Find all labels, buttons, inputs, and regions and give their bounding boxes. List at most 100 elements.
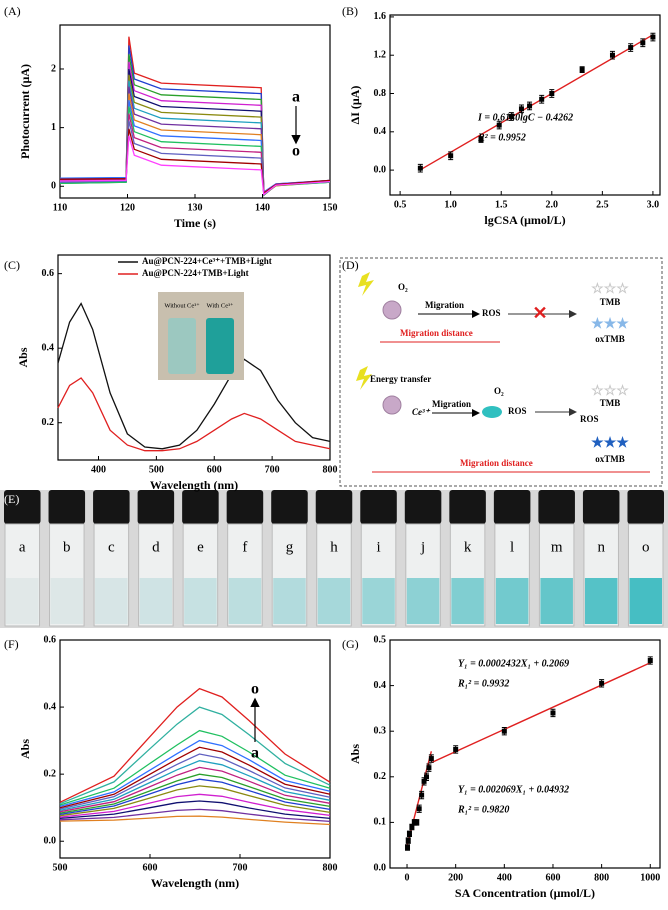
photo-e: abcdefghijklmno: [0, 490, 668, 628]
line-series: [60, 767, 330, 811]
line-series: [60, 62, 330, 192]
point: [527, 103, 532, 108]
panel-label: (E): [4, 492, 19, 506]
inset-label: Without Ce³⁺: [164, 302, 200, 309]
x-tick-label: 400: [91, 464, 106, 475]
inset-label: With Ce³⁺: [207, 302, 235, 309]
annotation: R₁² = 0.9932: [457, 678, 509, 689]
annotation: o: [251, 681, 259, 698]
point: [502, 729, 507, 734]
point: [628, 45, 633, 50]
x-tick-label: 700: [265, 464, 280, 475]
y-tick-label: 0.4: [374, 680, 387, 691]
page: {"chart_data": [ {"type": "line", "panel…: [0, 0, 668, 910]
point: [550, 710, 555, 715]
y-tick-label: 0.6: [44, 634, 57, 645]
x-tick-label: 2.5: [596, 199, 609, 210]
y-axis-label: Abs: [16, 347, 30, 367]
annotation: a: [251, 745, 259, 762]
vial-liquid: [407, 578, 440, 624]
vial-label: k: [464, 539, 472, 555]
star-icon: ☆☆☆: [591, 383, 629, 399]
blocked-mark: ✕: [532, 303, 547, 323]
vial-label: o: [642, 539, 650, 555]
x-tick-label: 600: [545, 872, 560, 883]
vial-liquid: [184, 578, 217, 624]
particle: [482, 406, 502, 418]
x-tick-label: 120: [120, 202, 135, 213]
point: [414, 820, 419, 825]
legend-label: Au@PCN-224+Ce³⁺+TMB+Light: [142, 256, 272, 266]
y-tick-label: 0.0: [374, 862, 387, 873]
point: [497, 123, 502, 128]
point: [405, 845, 410, 850]
y-tick-label: 0.4: [44, 701, 57, 712]
diagram-text: O₂: [398, 282, 408, 292]
point: [599, 681, 604, 686]
point: [426, 765, 431, 770]
vial-label: a: [19, 539, 26, 555]
vial-cap: [538, 490, 575, 524]
x-tick-label: 700: [233, 862, 248, 873]
diagram-text: Migration distance: [460, 458, 533, 468]
x-tick-label: 600: [143, 862, 158, 873]
vial-liquid: [629, 578, 662, 624]
y-tick-label: 0.0: [44, 836, 57, 847]
vial-cap: [627, 490, 664, 524]
plot-frame: [60, 25, 330, 198]
x-tick-label: 800: [594, 872, 609, 883]
y-axis-label: ΔI (μA): [348, 86, 362, 125]
vial-liquid: [362, 578, 395, 624]
diagram-text: TMB: [600, 398, 621, 408]
diagram-text: Migration: [432, 399, 471, 409]
y-tick-label: 0.8: [374, 88, 387, 99]
inset-vial: [168, 318, 196, 374]
annotation: a: [292, 89, 300, 106]
vial-cap: [449, 490, 486, 524]
point: [453, 747, 458, 752]
x-axis-label: Wavelength (nm): [151, 876, 239, 890]
y-tick-label: 0.2: [42, 417, 55, 428]
point: [539, 97, 544, 102]
vial-liquid: [585, 578, 618, 624]
figure: (D) O₂ Migration ROS ✕ ☆☆☆ TMB ★★★ oxTMB…: [0, 0, 668, 910]
x-tick-label: 110: [53, 202, 67, 213]
diagram-text: Ce³⁺: [412, 407, 431, 417]
vial-label: b: [63, 539, 71, 555]
x-tick-label: 2.0: [546, 199, 559, 210]
x-axis-label: Time (s): [174, 216, 216, 230]
diagram-text: O₂: [494, 386, 504, 396]
vial-label: d: [152, 539, 160, 555]
y-axis-label: Abs: [18, 739, 32, 759]
vial-cap: [316, 490, 353, 524]
line-series: [60, 37, 330, 195]
point: [418, 166, 423, 171]
y-tick-label: 0.5: [374, 634, 387, 645]
y-tick-label: 2: [51, 63, 56, 74]
vial-cap: [271, 490, 308, 524]
vial-liquid: [540, 578, 573, 624]
fit-line: [420, 35, 653, 170]
y-tick-label: 0.2: [374, 771, 387, 782]
y-tick-label: 1.6: [374, 11, 387, 22]
x-tick-label: 500: [53, 862, 68, 873]
panel-label: (B): [342, 4, 358, 18]
panel-label: (C): [4, 258, 20, 272]
diagram-text: Energy transfer: [370, 374, 431, 384]
panel-label: (G): [342, 637, 359, 651]
x-tick-label: 3.0: [647, 199, 660, 210]
x-tick-label: 0.5: [394, 199, 407, 210]
point: [419, 793, 424, 798]
line-series: [60, 731, 330, 805]
star-icon: ★★★: [591, 316, 629, 332]
annotation: I = 0.6130lgC − 0.4262: [477, 112, 573, 123]
vial-label: n: [597, 539, 605, 555]
diagram-text: oxTMB: [595, 334, 625, 344]
y-axis-label: Photocurrent (μA): [18, 64, 32, 159]
star-icon: ☆☆☆: [591, 281, 629, 297]
x-axis-label: SA Concentration (μmol/L): [455, 886, 595, 900]
vial-cap: [138, 490, 175, 524]
point: [406, 838, 411, 843]
y-tick-label: 0.4: [42, 342, 55, 353]
diagram-text: Migration: [425, 300, 464, 310]
